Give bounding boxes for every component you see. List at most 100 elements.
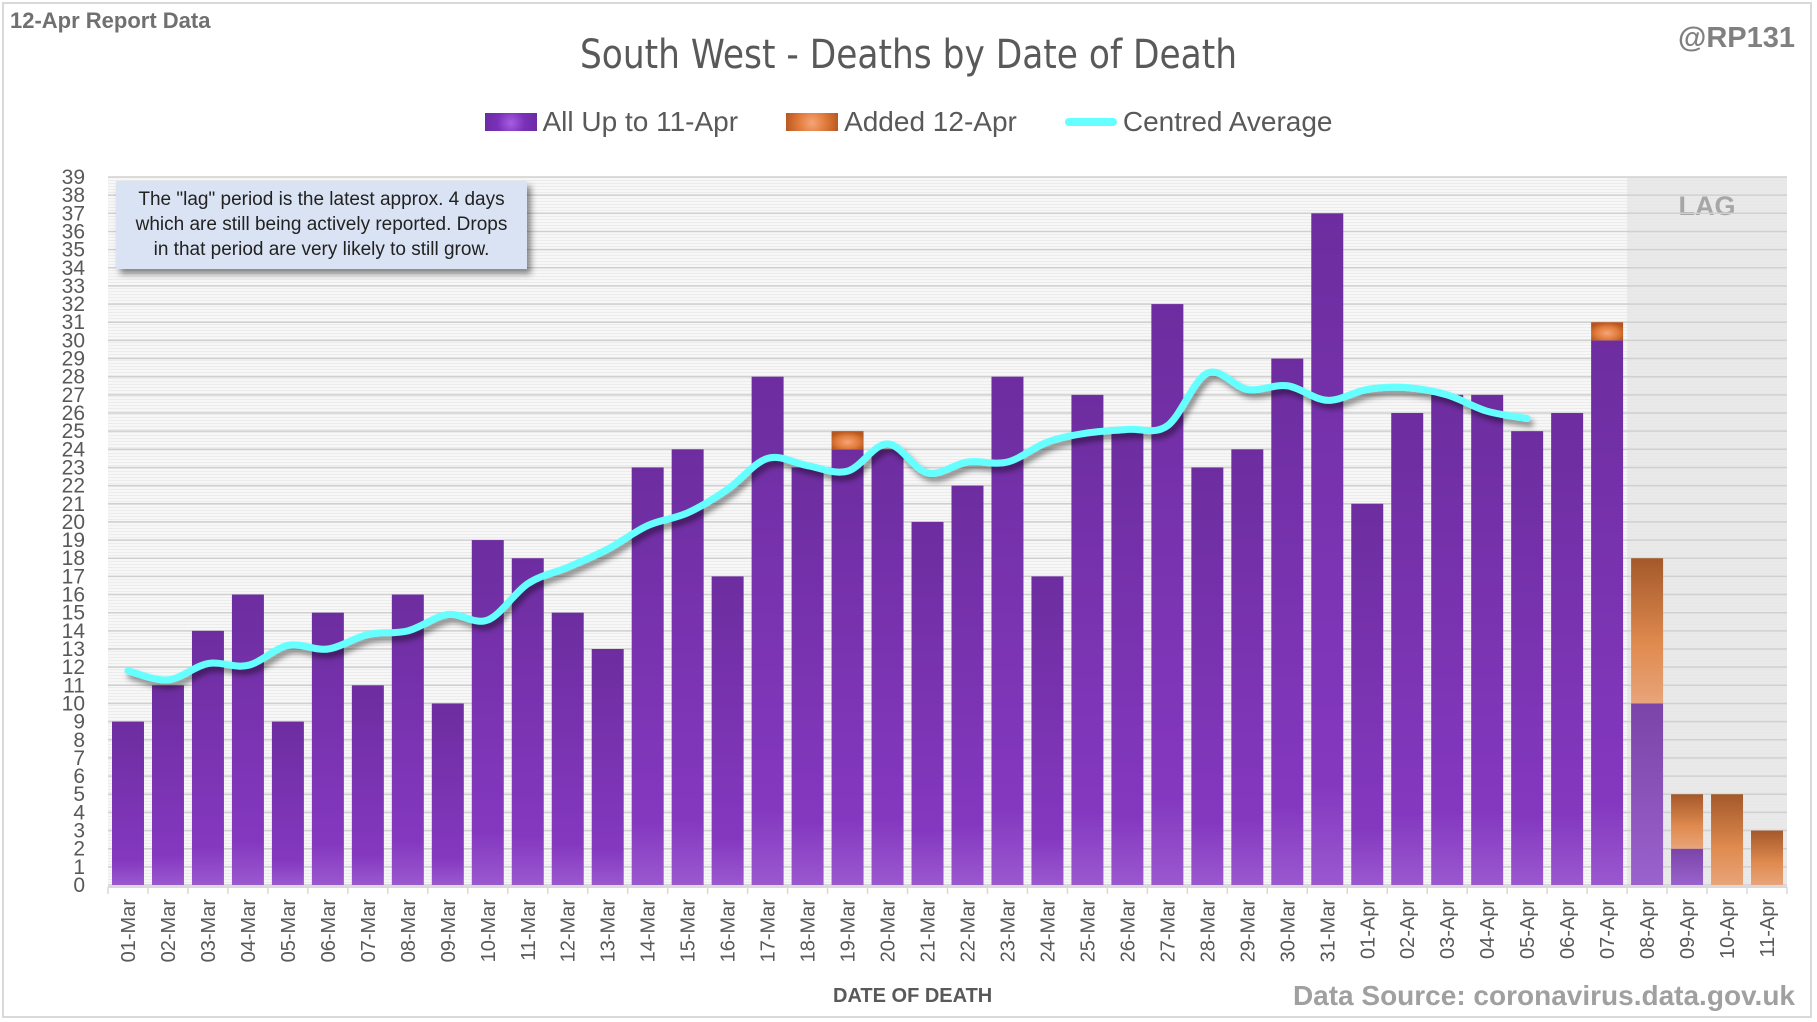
- bar-base: [1151, 304, 1184, 886]
- x-tick-label: 13-Mar: [598, 899, 620, 963]
- x-tick-label: 05-Apr: [1517, 899, 1539, 959]
- x-tick-label: 03-Apr: [1437, 899, 1459, 959]
- y-tick-label: 14: [62, 620, 86, 643]
- bar-base: [1031, 576, 1064, 885]
- bar-base: [991, 376, 1024, 885]
- y-tick-label: 0: [73, 874, 85, 897]
- y-tick-label: 39: [62, 166, 85, 189]
- x-tick-label: 06-Apr: [1557, 899, 1579, 959]
- legend-item-all-up-to: All Up to 11-Apr: [484, 106, 739, 138]
- y-tick-label: 2: [73, 838, 85, 861]
- y-tick-label: 25: [62, 420, 85, 443]
- report-date-label: 12-Apr Report Data: [10, 8, 211, 33]
- x-tick-label: 02-Mar: [158, 899, 180, 963]
- bar-base: [231, 594, 264, 885]
- bar-added: [1711, 794, 1744, 885]
- x-tick-label: 11-Mar: [518, 899, 540, 961]
- x-tick-label: 03-Mar: [198, 899, 220, 963]
- author-handle: @RP131: [1678, 22, 1795, 54]
- x-axis-title: DATE OF DEATH: [833, 985, 993, 1007]
- bar-base: [391, 594, 424, 885]
- lag-label: LAG: [1679, 191, 1736, 221]
- legend-label: Centred Average: [1122, 106, 1333, 137]
- x-tick-label: 17-Mar: [758, 899, 780, 963]
- legend-item-added: Added 12-Apr: [786, 106, 1017, 138]
- bar-base: [311, 612, 344, 885]
- annotation-line: in that period are very likely to still …: [153, 239, 490, 260]
- bar-base: [1311, 213, 1344, 886]
- x-tick-label: 28-Mar: [1197, 899, 1219, 963]
- y-tick-label: 20: [62, 511, 85, 534]
- y-tick-label: 19: [62, 529, 85, 552]
- x-tick-label: 30-Mar: [1277, 899, 1299, 963]
- y-tick-label: 9: [73, 711, 85, 734]
- x-tick-label: 11-Apr: [1757, 899, 1779, 958]
- bar-base: [1351, 503, 1384, 885]
- y-tick-label: 17: [62, 565, 85, 588]
- annotation-line: which are still being actively reported.…: [135, 214, 508, 235]
- y-tick-label: 6: [73, 765, 85, 788]
- x-tick-label: 19-Mar: [838, 899, 860, 963]
- legend-label: Added 12-Apr: [844, 106, 1017, 137]
- bar-base: [431, 703, 464, 885]
- y-tick-label: 23: [62, 456, 85, 479]
- x-tick-label: 07-Apr: [1597, 899, 1619, 959]
- x-tick-label: 08-Apr: [1637, 899, 1659, 959]
- x-tick-label: 04-Apr: [1477, 899, 1499, 959]
- bar-base: [1511, 431, 1544, 885]
- plot-background: [108, 177, 1787, 885]
- x-tick-label: 10-Apr: [1717, 899, 1739, 959]
- y-tick-label: 26: [62, 402, 85, 425]
- legend-label: All Up to 11-Apr: [542, 106, 739, 137]
- y-tick-label: 32: [62, 293, 85, 316]
- y-tick-label: 22: [62, 475, 85, 498]
- bar-base: [471, 540, 504, 885]
- y-tick-label: 33: [62, 275, 85, 298]
- y-tick-label: 5: [73, 783, 85, 806]
- y-tick-label: 37: [62, 202, 85, 225]
- bar-base: [1551, 413, 1584, 885]
- bar-base: [1391, 413, 1424, 885]
- bar-base: [1271, 358, 1304, 885]
- legend-swatch-orange: [786, 113, 839, 131]
- bar-base: [591, 649, 624, 885]
- x-tick-label: 27-Mar: [1157, 899, 1179, 963]
- x-axis: 01-Mar 02-Mar 03-Mar 04-Mar 05-Mar 06-Mar 07-M…: [107, 886, 1788, 963]
- bar-base: [191, 630, 224, 885]
- y-tick-label: 29: [62, 348, 85, 371]
- bar-base: [711, 576, 744, 885]
- y-tick-label: 21: [62, 493, 85, 516]
- x-tick-label: 01-Mar: [118, 899, 140, 963]
- average-line-path: [124, 368, 1531, 684]
- bar-base: [1071, 394, 1104, 885]
- x-tick-label: 05-Mar: [278, 899, 300, 963]
- bar-base: [1631, 703, 1664, 885]
- bar-base: [151, 685, 184, 885]
- y-tick-label: 35: [62, 239, 85, 262]
- y-tick-label: 1: [73, 856, 85, 879]
- bar-base: [871, 449, 904, 885]
- y-tick-label: 30: [62, 329, 85, 352]
- annotation-line: The "lag" period is the latest approx. 4…: [138, 189, 505, 210]
- y-tick-label: 24: [62, 438, 86, 461]
- y-tick-label: 11: [63, 674, 85, 697]
- x-tick-label: 15-Mar: [678, 899, 700, 963]
- bar-base: [1231, 449, 1264, 885]
- x-tick-label: 07-Mar: [358, 899, 380, 963]
- x-tick-label: 06-Mar: [318, 899, 340, 963]
- bar-base: [1431, 394, 1464, 885]
- bar-base: [111, 721, 144, 885]
- y-tick-label: 36: [62, 220, 85, 243]
- x-tick-label: 18-Mar: [798, 899, 820, 963]
- data-source: Data Source: coronavirus.data.gov.uk: [1292, 980, 1795, 1011]
- x-tick-label: 02-Apr: [1397, 899, 1419, 959]
- y-tick-label: 4: [73, 801, 85, 824]
- y-tick-label: 3: [73, 820, 85, 843]
- x-tick-label: 09-Apr: [1677, 899, 1699, 959]
- bar-base: [351, 685, 384, 885]
- x-tick-label: 16-Mar: [718, 899, 740, 963]
- bar-base: [1191, 467, 1224, 885]
- y-tick-label: 27: [62, 384, 85, 407]
- x-tick-label: 23-Mar: [997, 899, 1019, 963]
